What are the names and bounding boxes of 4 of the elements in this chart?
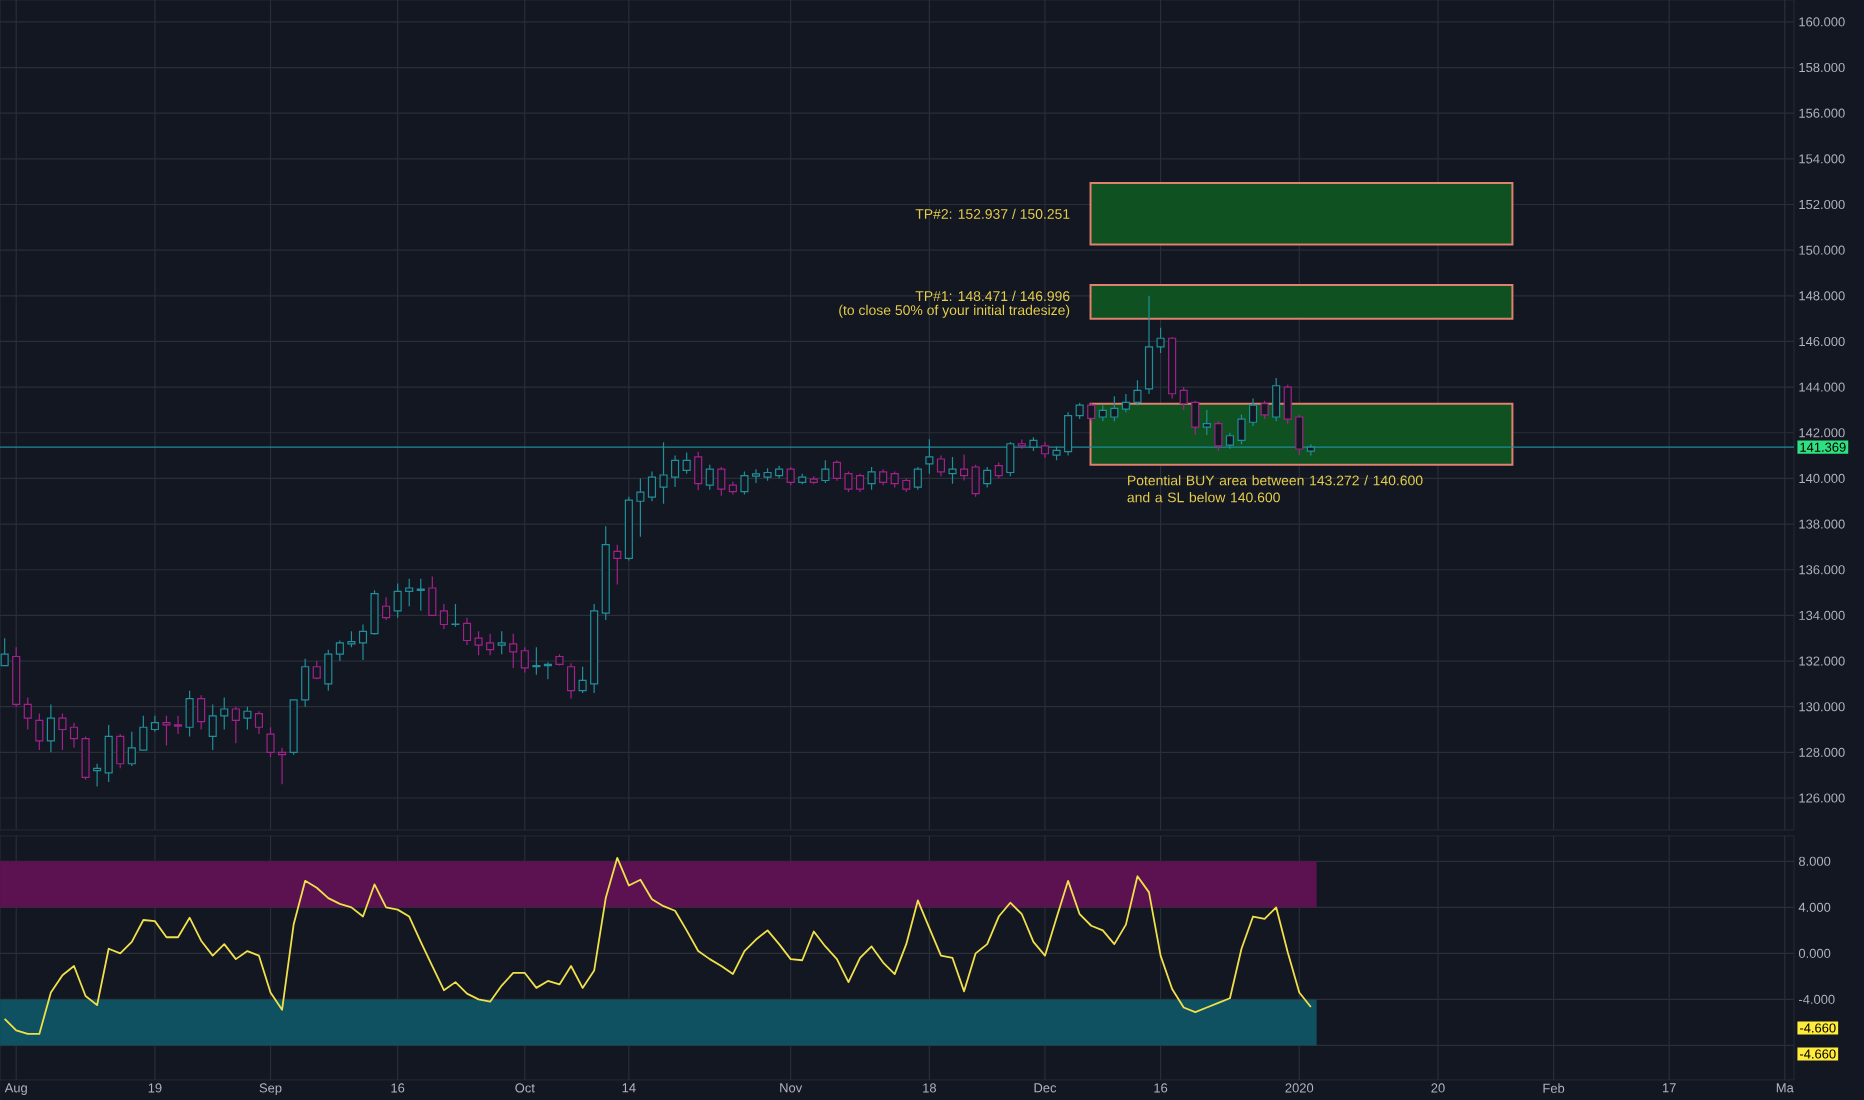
candlestick: [23, 696, 32, 731]
candlestick: [35, 712, 44, 751]
line-series: [3, 856, 1312, 1035]
candlestick: [913, 466, 922, 491]
